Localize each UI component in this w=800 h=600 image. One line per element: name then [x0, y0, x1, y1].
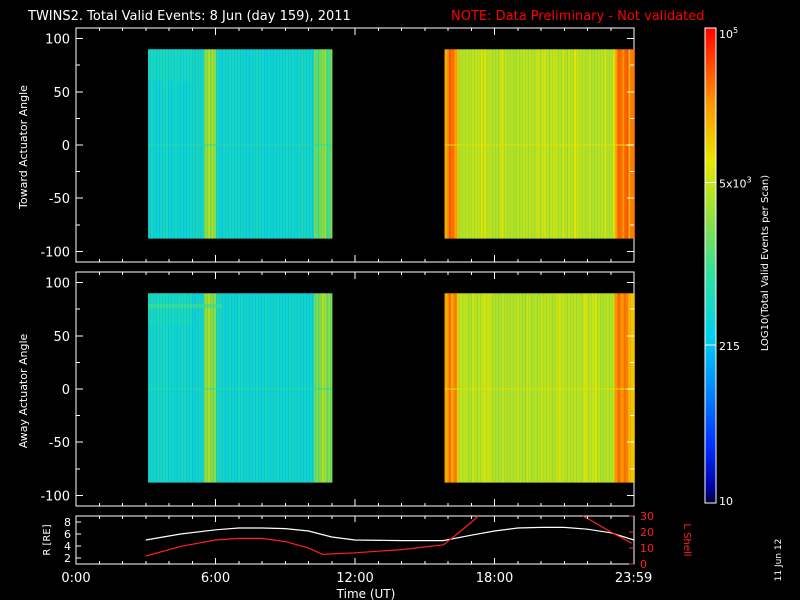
time-axis-label: Time (UT) — [336, 587, 396, 600]
time-column — [632, 293, 635, 483]
toward-actuator-panel: -100 -50 0 50 100 — [40, 27, 635, 263]
time-tick-label: 6:00 — [201, 571, 230, 586]
y-tick-label: -50 — [49, 436, 70, 451]
ephem-left-tick-label: 8 — [64, 516, 71, 529]
time-column — [632, 49, 635, 239]
time-tick-label: 23:59 — [615, 571, 652, 586]
colorbar: 10 215 5x103 105 — [704, 26, 752, 508]
time-axis: 0:00 6:00 12:00 18:00 23:59 — [61, 571, 652, 586]
y-tick-label: -100 — [40, 245, 70, 260]
y-tick-label: 0 — [62, 139, 70, 154]
colorbar-gradient — [704, 27, 717, 504]
ephem-left-tick-label: 2 — [64, 552, 71, 565]
ephem-right-tick-label: 0 — [640, 558, 647, 571]
y-tick-label: -50 — [49, 192, 70, 207]
y-tick-label: 100 — [45, 277, 70, 292]
colorbar-tick-label: 105 — [719, 26, 738, 41]
date-stamp: 11 Jun 12 — [774, 539, 784, 582]
colorbar-tick-label: 5x103 — [719, 175, 752, 190]
texture-overlay — [444, 49, 633, 239]
y-tick-label: -100 — [40, 489, 70, 504]
colorbar-tick-label: 10 — [719, 495, 733, 508]
colorbar-label: LOG10(Total Valid Events per Scan) — [760, 175, 771, 351]
away-actuator-panel: -100 -50 0 50 100 — [40, 271, 635, 507]
y-tick-label: 50 — [53, 86, 70, 101]
colorbar-tick-exponent: 3 — [747, 175, 752, 184]
texture-overlay — [148, 49, 332, 239]
time-tick-label: 0:00 — [61, 571, 90, 586]
ephem-left-tick-label: 6 — [64, 528, 71, 541]
ephem-right-tick-label: 30 — [640, 510, 654, 523]
colorbar-tick-exponent: 5 — [733, 26, 738, 35]
l-shell-line — [582, 515, 632, 544]
away-ylabel: Away Actuator Angle — [17, 333, 30, 448]
ephem-left-ylabel: R [RE] — [42, 524, 53, 555]
data-block — [444, 293, 635, 483]
time-tick-label: 12:00 — [336, 571, 373, 586]
ephem-right-tick-label: 20 — [640, 526, 654, 539]
data-preliminary-note: NOTE: Data Preliminary - Not validated — [451, 9, 705, 24]
colorbar-tick-label: 215 — [719, 340, 740, 353]
toward-ylabel: Toward Actuator Angle — [17, 85, 30, 210]
y-tick-label: 100 — [45, 33, 70, 48]
l-shell-line — [145, 515, 479, 557]
r-re-line — [145, 526, 635, 542]
ephem-right-ylabel: L Shell — [681, 523, 692, 556]
y-tick-label: 0 — [62, 383, 70, 398]
data-block — [444, 49, 635, 239]
time-tick-label: 18:00 — [476, 571, 513, 586]
texture-overlay — [444, 293, 633, 483]
ephem-left-tick-label: 4 — [64, 540, 71, 553]
figure-title: TWINS2. Total Valid Events: 8 Jun (day 1… — [27, 9, 351, 24]
data-block — [148, 293, 333, 483]
y-tick-label: 50 — [53, 330, 70, 345]
ephem-right-tick-label: 10 — [640, 542, 654, 555]
texture-overlay — [148, 293, 332, 483]
data-block — [148, 49, 333, 239]
